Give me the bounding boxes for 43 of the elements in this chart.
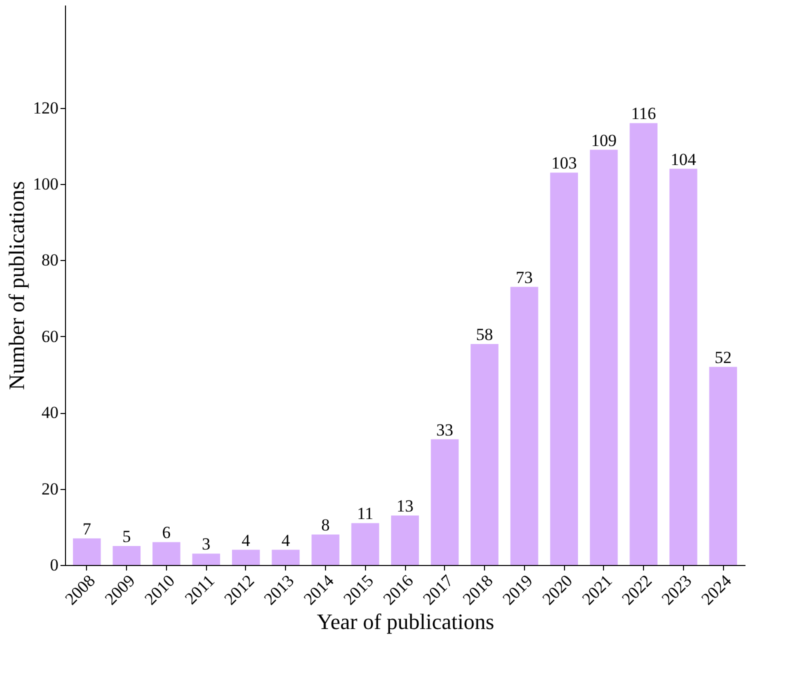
bar — [470, 344, 498, 565]
data-label: 73 — [516, 268, 533, 287]
y-tick-label: 120 — [33, 98, 58, 118]
data-label: 8 — [321, 516, 330, 535]
bar — [112, 546, 141, 565]
y-tick-label: 0 — [50, 556, 58, 574]
bar — [192, 554, 220, 565]
y-tick-label: 60 — [42, 326, 58, 346]
bar — [550, 172, 578, 565]
bar — [630, 123, 658, 565]
data-label: 104 — [670, 150, 697, 169]
data-label: 3 — [202, 534, 210, 554]
data-label: 109 — [591, 130, 617, 150]
data-label: 4 — [281, 530, 290, 550]
data-label: 5 — [122, 526, 131, 546]
bar — [590, 150, 618, 565]
data-label: 4 — [242, 530, 251, 550]
bar — [232, 550, 260, 565]
bar — [391, 515, 419, 565]
y-tick-label: 20 — [42, 479, 58, 498]
bar — [272, 550, 300, 565]
data-label: 33 — [436, 420, 454, 440]
data-label: 11 — [357, 504, 374, 524]
data-label: 103 — [551, 154, 577, 173]
y-axis-title: Number of publications — [4, 181, 29, 390]
data-label: 116 — [631, 104, 656, 124]
data-label: 6 — [162, 523, 171, 542]
bar — [72, 538, 101, 565]
bar — [709, 366, 738, 565]
bar — [312, 534, 340, 565]
x-axis-title: Year of publications — [316, 608, 494, 634]
y-tick-label: 100 — [33, 174, 58, 194]
y-tick-label: 80 — [42, 250, 58, 270]
data-label: 58 — [476, 325, 494, 344]
data-label: 13 — [396, 496, 414, 516]
bar — [669, 168, 698, 565]
bar — [152, 542, 180, 565]
data-label: 52 — [714, 348, 732, 367]
bar — [351, 523, 380, 565]
data-label: 7 — [82, 519, 92, 538]
bar — [430, 439, 459, 565]
y-tick-label: 40 — [42, 403, 58, 422]
bar — [510, 286, 538, 565]
